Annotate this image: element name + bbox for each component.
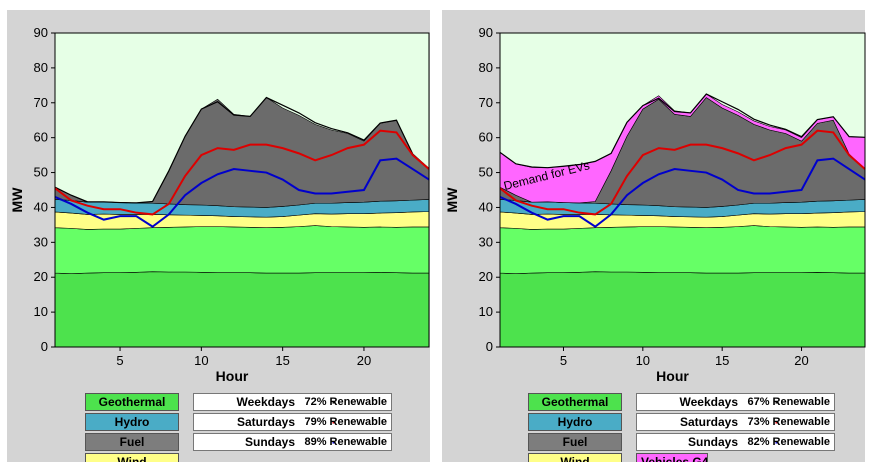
chart-panel-right: 0 10 20 30 40 50 60 70 80 90 5 10 15 20 Hour MW Demand f… — [435, 0, 870, 462]
y-tick-label: 10 — [479, 304, 493, 319]
x-tick-label: 20 — [357, 353, 371, 368]
legend-geothermal: Geothermal — [85, 393, 179, 411]
y-tick-label: 0 — [41, 339, 48, 354]
y-tick-label: 50 — [34, 165, 48, 180]
legend-saturdays-label: Saturdays — [679, 415, 738, 429]
x-tick-label: 5 — [116, 353, 123, 368]
x-axis-title: Hour — [656, 368, 689, 384]
legend-weekdays-label: Weekdays — [679, 395, 738, 409]
y-tick-label: 70 — [479, 95, 493, 110]
legend-weekdays-label: Weekdays — [236, 395, 295, 409]
chart-panel-left: 0 10 20 30 40 50 60 70 80 90 5 10 15 20 Hour MW Geother… — [7, 10, 430, 462]
y-tick-label: 30 — [34, 234, 48, 249]
x-tick-label: 10 — [636, 353, 650, 368]
x-tick-label: 15 — [275, 353, 289, 368]
x-tick-label: 20 — [794, 353, 808, 368]
legend-wind: Wind — [528, 453, 622, 462]
legend-vehicles-g4v: Vehicles G4V — [636, 453, 708, 462]
y-tick-label: 90 — [34, 25, 48, 40]
legend-fuel: Fuel — [85, 433, 179, 451]
weekdays-swatch: - — [332, 395, 336, 409]
legend-saturdays-renewable: 73% Renewable — [747, 416, 830, 428]
line-weekdays — [499, 93, 866, 169]
legend-hydro: Hydro — [85, 413, 179, 431]
y-tick-label: 80 — [34, 60, 48, 75]
legend-fuel: Fuel — [528, 433, 622, 451]
legend-sundays: Sundays - 89% Renewable — [193, 433, 392, 451]
legend-sundays: Sundays - 82% Renewable — [636, 433, 835, 451]
legend-saturdays: Saturdays - 73% Renewable — [636, 413, 835, 431]
line-sundays — [54, 157, 430, 228]
legend-saturdays-label: Saturdays — [236, 415, 295, 429]
y-tick-label: 40 — [34, 199, 48, 214]
y-tick-label: 70 — [34, 95, 48, 110]
legend-weekdays: Weekdays - 72% Renewable — [193, 393, 392, 411]
saturdays-swatch: - — [775, 415, 779, 429]
area-geothermal — [499, 271, 866, 348]
y-tick-label: 30 — [479, 234, 493, 249]
legend-hydro: Hydro — [528, 413, 622, 431]
x-tick-label: 10 — [194, 353, 208, 368]
x-tick-label: 15 — [715, 353, 729, 368]
y-axis-title: MW — [444, 187, 460, 213]
sundays-swatch: - — [332, 435, 336, 449]
line-weekdays — [54, 96, 430, 204]
area-hydro2 — [54, 225, 430, 275]
x-axis-title: Hour — [216, 368, 249, 384]
x-tick-label: 5 — [560, 353, 567, 368]
line-saturdays — [54, 129, 430, 216]
legend-sundays-renewable: 89% Renewable — [304, 436, 387, 448]
area-hydro2 — [499, 225, 866, 275]
legend-sundays-label: Sundays — [244, 435, 295, 449]
line-saturdays — [499, 129, 866, 216]
y-tick-label: 20 — [479, 269, 493, 284]
plot-frame — [499, 32, 866, 348]
y-tick-label: 0 — [486, 339, 493, 354]
sundays-swatch: - — [775, 435, 779, 449]
line-sundays — [499, 157, 866, 228]
legend-weekdays-renewable: 72% Renewable — [304, 396, 387, 408]
y-tick-label: 60 — [479, 130, 493, 145]
y-tick-label: 50 — [479, 165, 493, 180]
weekdays-swatch: - — [775, 395, 779, 409]
legend-geothermal: Geothermal — [528, 393, 622, 411]
area-geothermal — [54, 271, 430, 348]
y-tick-label: 80 — [479, 60, 493, 75]
legend-weekdays: Weekdays - 67% Renewable — [636, 393, 835, 411]
chart-left: 0 10 20 30 40 50 60 70 80 90 5 10 15 20 Hour MW — [9, 25, 430, 384]
y-tick-label: 40 — [479, 199, 493, 214]
plot-frame — [54, 32, 430, 348]
y-tick-label: 90 — [479, 25, 493, 40]
legend-sundays-label: Sundays — [687, 435, 738, 449]
legend-saturdays-renewable: 79% Renewable — [304, 416, 387, 428]
legend-sundays-renewable: 82% Renewable — [747, 436, 830, 448]
y-axis-title: MW — [9, 187, 25, 213]
legend-wind: Wind — [85, 453, 179, 462]
y-tick-label: 20 — [34, 269, 48, 284]
legend-saturdays: Saturdays - 79% Renewable — [193, 413, 392, 431]
legend-weekdays-renewable: 67% Renewable — [747, 396, 830, 408]
saturdays-swatch: - — [332, 415, 336, 429]
y-tick-label: 60 — [34, 130, 48, 145]
y-tick-label: 10 — [34, 304, 48, 319]
